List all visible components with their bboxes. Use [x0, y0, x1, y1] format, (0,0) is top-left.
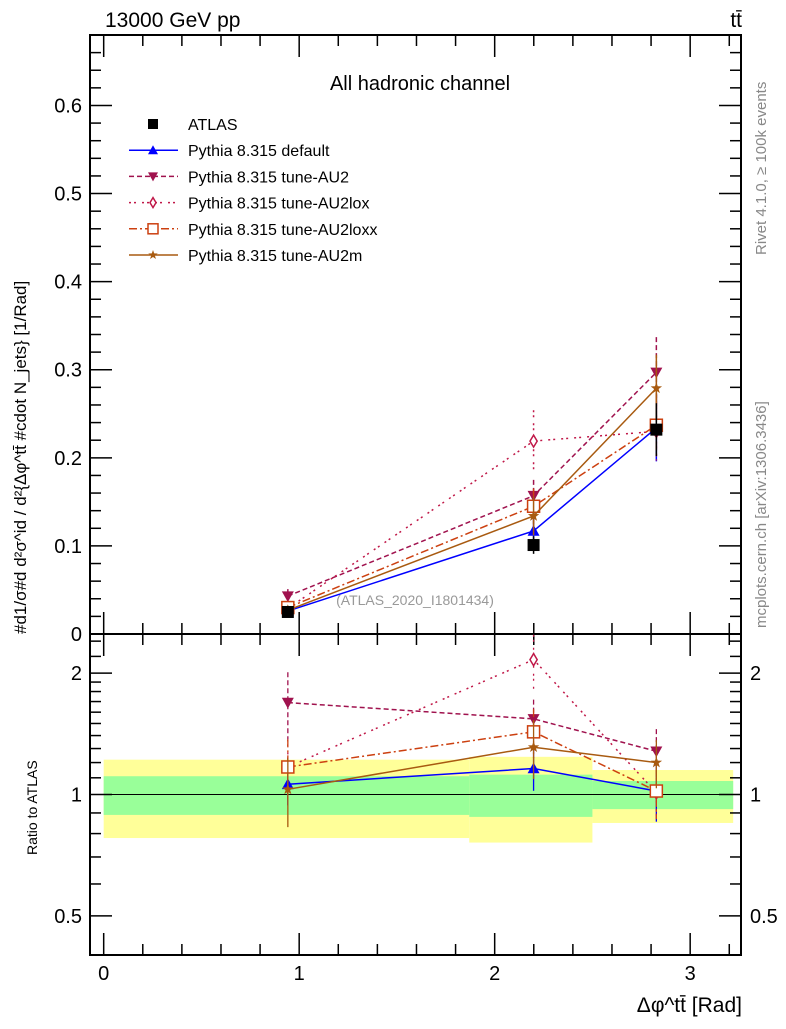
marker-open-diamond	[529, 652, 539, 668]
chart-title: All hadronic channel	[330, 73, 510, 95]
marker-star	[527, 741, 540, 753]
x-tick-label: 2	[489, 963, 500, 985]
marker-square	[281, 605, 294, 618]
energy-label: 13000 GeV pp	[105, 9, 240, 32]
main-series-1	[281, 394, 663, 616]
ratio-y-tick-label: 0.5	[54, 906, 82, 928]
ratio-series-5	[282, 720, 663, 828]
rivet-version-label: Rivet 4.1.0, ≥ 100k events	[753, 82, 770, 255]
series-line	[287, 424, 657, 609]
marker-star	[282, 783, 294, 795]
marker-square	[148, 119, 158, 129]
legend-label: Pythia 8.315 tune-AU2loxx	[188, 222, 377, 239]
y-tick-label: 0.5	[54, 184, 82, 206]
marker-triangle-down	[148, 172, 158, 182]
legend-entry: Pythia 8.315 tune-AU2m	[129, 248, 362, 265]
ratio-series-2	[281, 672, 663, 777]
marker-star	[650, 756, 663, 768]
legend-label: ATLAS	[188, 117, 238, 134]
axes: 0 1 2 3 0 0.1 0.2 0.3 0.4 0.5 0.6 0.5 0.5 1 1 2 2	[54, 34, 778, 985]
ratio-y-tick-label: 1	[71, 785, 82, 807]
legend-entry: Pythia 8.315 default	[129, 143, 330, 160]
legend-entry: Pythia 8.315 tune-AU2lox	[129, 196, 369, 213]
main-y-axis-label: #d1/σ#d d²σ^id / d²{Δφ^tt̄ #cdot N_jets}…	[11, 281, 30, 634]
ratio-line	[287, 701, 657, 752]
series-line	[287, 427, 657, 612]
marker-triangle-down	[281, 697, 294, 709]
x-axis-label: Δφ^tt̄ [Rad]	[637, 994, 742, 1017]
y-tick-label: 0.6	[54, 95, 82, 117]
y-tick-label: 0	[71, 624, 82, 646]
analysis-annotation: (ATLAS_2020_I1801434)	[336, 592, 494, 608]
ratio-y-tick-label: 2	[71, 663, 82, 685]
marker-square	[527, 539, 540, 552]
ratio-y-tick-label-right: 2	[750, 663, 761, 685]
marker-square	[650, 423, 663, 436]
marker-open-diamond	[149, 196, 157, 210]
legend: ATLAS Pythia 8.315 default Pythia 8.315 tu…	[129, 117, 377, 265]
ratio-uncertainty-bands	[90, 756, 741, 843]
series-line	[287, 430, 657, 610]
series-line	[287, 371, 657, 597]
data-marks	[281, 337, 664, 828]
legend-entry: Pythia 8.315 tune-AU2loxx	[129, 222, 377, 239]
y-tick-label: 0.1	[54, 536, 82, 558]
main-series-0	[281, 403, 663, 618]
main-series-3	[283, 402, 661, 616]
marker-triangle-up	[148, 145, 158, 155]
legend-label: Pythia 8.315 default	[188, 143, 330, 160]
ratio-y-tick-label-right: 0.5	[750, 906, 778, 928]
marker-star	[527, 509, 540, 521]
legend-entry: Pythia 8.315 tune-AU2	[129, 169, 349, 186]
marker-triangle-down	[527, 714, 540, 725]
marker-star	[650, 382, 663, 394]
ratio-y-tick-label-right: 1	[750, 785, 761, 807]
mcplots-label: mcplots.cern.ch [arXiv:1306.3436]	[753, 401, 770, 628]
y-tick-label: 0.4	[54, 272, 82, 294]
ratio-line	[287, 731, 657, 792]
legend-label: Pythia 8.315 tune-AU2lox	[188, 196, 369, 213]
x-tick-label: 3	[685, 963, 696, 985]
x-tick-label: 1	[294, 963, 305, 985]
legend-entry: ATLAS	[148, 117, 238, 134]
marker-open-diamond	[529, 433, 539, 449]
legend-label: Pythia 8.315 tune-AU2m	[188, 248, 362, 265]
marker-star	[148, 250, 158, 260]
y-tick-label: 0.2	[54, 448, 82, 470]
marker-triangle-down	[281, 591, 294, 603]
main-series-5	[282, 354, 663, 616]
main-series-4	[281, 394, 664, 615]
inner-band-1	[469, 774, 593, 817]
x-tick-label: 0	[98, 963, 109, 985]
y-tick-label: 0.3	[54, 360, 82, 382]
process-label: tt̄	[730, 9, 742, 32]
ratio-y-axis-label: Ratio to ATLAS	[24, 760, 40, 855]
marker-open-square	[147, 223, 159, 235]
legend-label: Pythia 8.315 tune-AU2	[188, 169, 349, 186]
series-line	[287, 387, 657, 611]
